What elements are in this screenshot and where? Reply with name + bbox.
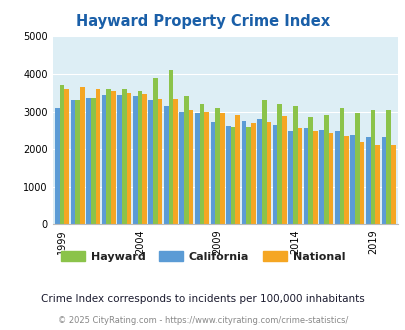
- Bar: [215, 108, 220, 224]
- Text: Hayward Property Crime Index: Hayward Property Crime Index: [76, 14, 329, 29]
- Bar: [308, 117, 312, 224]
- Bar: [91, 98, 95, 224]
- Bar: [297, 128, 302, 224]
- Bar: [374, 146, 379, 224]
- Bar: [95, 89, 100, 224]
- Bar: [354, 114, 359, 224]
- Bar: [381, 137, 385, 224]
- Bar: [188, 110, 193, 224]
- Bar: [292, 106, 297, 224]
- Bar: [256, 119, 261, 224]
- Bar: [126, 93, 131, 224]
- Bar: [80, 87, 84, 224]
- Bar: [164, 106, 168, 224]
- Bar: [184, 96, 188, 224]
- Bar: [339, 108, 343, 224]
- Bar: [319, 130, 323, 224]
- Bar: [303, 128, 308, 224]
- Bar: [199, 104, 204, 224]
- Bar: [168, 70, 173, 224]
- Bar: [370, 110, 374, 224]
- Bar: [334, 131, 339, 224]
- Bar: [102, 95, 106, 224]
- Bar: [142, 94, 147, 224]
- Text: Crime Index corresponds to incidents per 100,000 inhabitants: Crime Index corresponds to incidents per…: [41, 294, 364, 304]
- Bar: [235, 115, 239, 224]
- Bar: [359, 142, 364, 224]
- Bar: [343, 136, 348, 224]
- Bar: [266, 122, 271, 224]
- Bar: [60, 85, 64, 224]
- Legend: Hayward, California, National: Hayward, California, National: [56, 247, 349, 267]
- Bar: [210, 122, 215, 224]
- Bar: [277, 104, 281, 224]
- Bar: [117, 95, 121, 224]
- Bar: [70, 100, 75, 224]
- Bar: [390, 146, 394, 224]
- Bar: [385, 110, 390, 224]
- Bar: [179, 112, 184, 224]
- Bar: [194, 114, 199, 224]
- Bar: [148, 100, 153, 224]
- Bar: [250, 123, 255, 224]
- Bar: [288, 131, 292, 224]
- Bar: [261, 100, 266, 224]
- Bar: [122, 89, 126, 224]
- Bar: [132, 96, 137, 224]
- Bar: [204, 112, 209, 224]
- Bar: [220, 114, 224, 224]
- Text: © 2025 CityRating.com - https://www.cityrating.com/crime-statistics/: © 2025 CityRating.com - https://www.city…: [58, 315, 347, 325]
- Bar: [111, 91, 115, 224]
- Bar: [328, 133, 333, 224]
- Bar: [272, 125, 277, 224]
- Bar: [246, 127, 250, 224]
- Bar: [323, 115, 328, 224]
- Bar: [153, 78, 157, 224]
- Bar: [365, 137, 370, 224]
- Bar: [241, 121, 246, 224]
- Bar: [230, 127, 235, 224]
- Bar: [157, 99, 162, 224]
- Bar: [86, 98, 91, 224]
- Bar: [106, 89, 111, 224]
- Bar: [312, 131, 317, 224]
- Bar: [55, 108, 60, 224]
- Bar: [75, 100, 80, 224]
- Bar: [173, 99, 177, 224]
- Bar: [137, 91, 142, 224]
- Bar: [281, 116, 286, 224]
- Bar: [350, 135, 354, 224]
- Bar: [226, 126, 230, 224]
- Bar: [64, 89, 69, 224]
